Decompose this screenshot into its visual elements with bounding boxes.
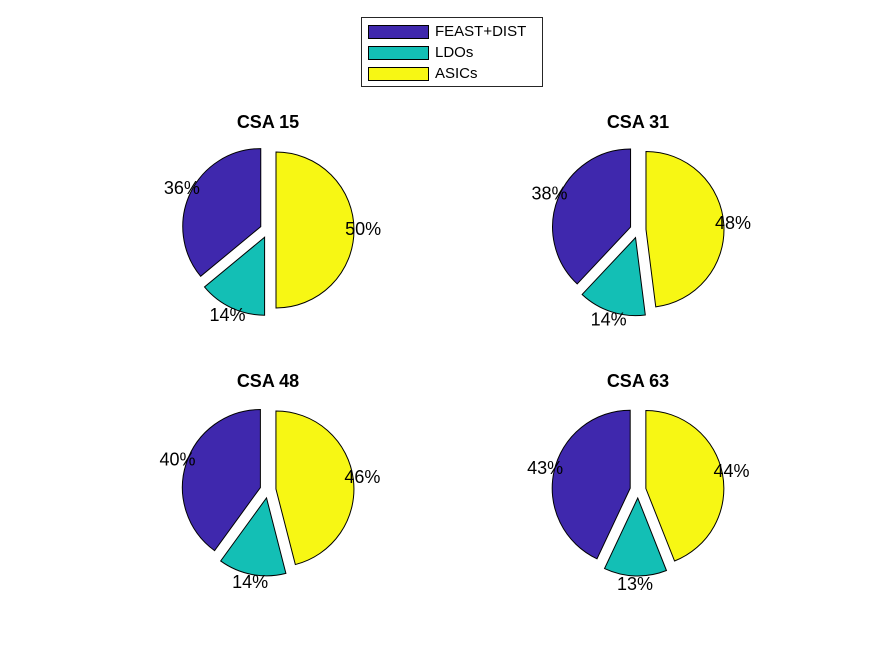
pie-csa-48: CSA 48 40% 14% 46%: [159, 371, 380, 592]
pie-csa-63: CSA 63 43% 13% 44%: [527, 371, 749, 594]
pie-slice-asics: [275, 151, 355, 309]
legend-label-ldos: LDOs: [435, 44, 474, 61]
pie-title: CSA 31: [607, 112, 669, 132]
pie-title: CSA 15: [237, 112, 299, 132]
pie-slice-ldos: [219, 496, 287, 577]
pie-slice-feast-dist: [182, 148, 262, 278]
pie-value-label: 14%: [232, 572, 268, 592]
pie-value-label: 43%: [527, 458, 563, 478]
pie-slice-asics: [645, 410, 725, 562]
legend-entry-feast-dist: FEAST+DIST: [368, 23, 538, 41]
pie-value-label: 44%: [713, 461, 749, 481]
pie-value-label: 46%: [344, 467, 380, 487]
pie-slice-asics: [645, 150, 725, 308]
pie-slice-feast-dist: [551, 409, 631, 560]
pie-value-label: 50%: [345, 219, 381, 239]
legend-label-asics: ASICs: [435, 65, 478, 82]
pie-slice-feast-dist: [552, 148, 632, 285]
pie-slice-asics: [275, 410, 355, 566]
pie-value-label: 36%: [164, 178, 200, 198]
pie-csa-15: CSA 15 36% 14% 50%: [164, 112, 381, 325]
pie-slice-ldos: [203, 236, 266, 316]
pie-value-label: 14%: [591, 309, 627, 329]
legend-entry-ldos: LDOs: [368, 44, 538, 62]
pie-slice-ldos: [603, 496, 668, 577]
legend-entry-asics: ASICs: [368, 65, 538, 83]
pie-value-label: 14%: [209, 305, 245, 325]
pie-value-label: 38%: [532, 184, 568, 204]
pie-value-label: 13%: [617, 574, 653, 594]
legend: FEAST+DIST LDOs ASICs: [361, 17, 543, 87]
legend-swatch-ldos: [368, 46, 429, 60]
legend-swatch-asics: [368, 67, 429, 81]
pie-title: CSA 63: [607, 371, 669, 391]
legend-label-feast-dist: FEAST+DIST: [435, 23, 527, 40]
pie-csa-31: CSA 31 38% 14% 48%: [532, 112, 751, 329]
pie-value-label: 48%: [715, 213, 751, 233]
legend-swatch-feast-dist: [368, 25, 429, 39]
pie-value-label: 40%: [159, 449, 195, 469]
pie-title: CSA 48: [237, 371, 299, 391]
pie-slice-feast-dist: [181, 409, 261, 552]
pie-slice-ldos: [581, 236, 646, 317]
